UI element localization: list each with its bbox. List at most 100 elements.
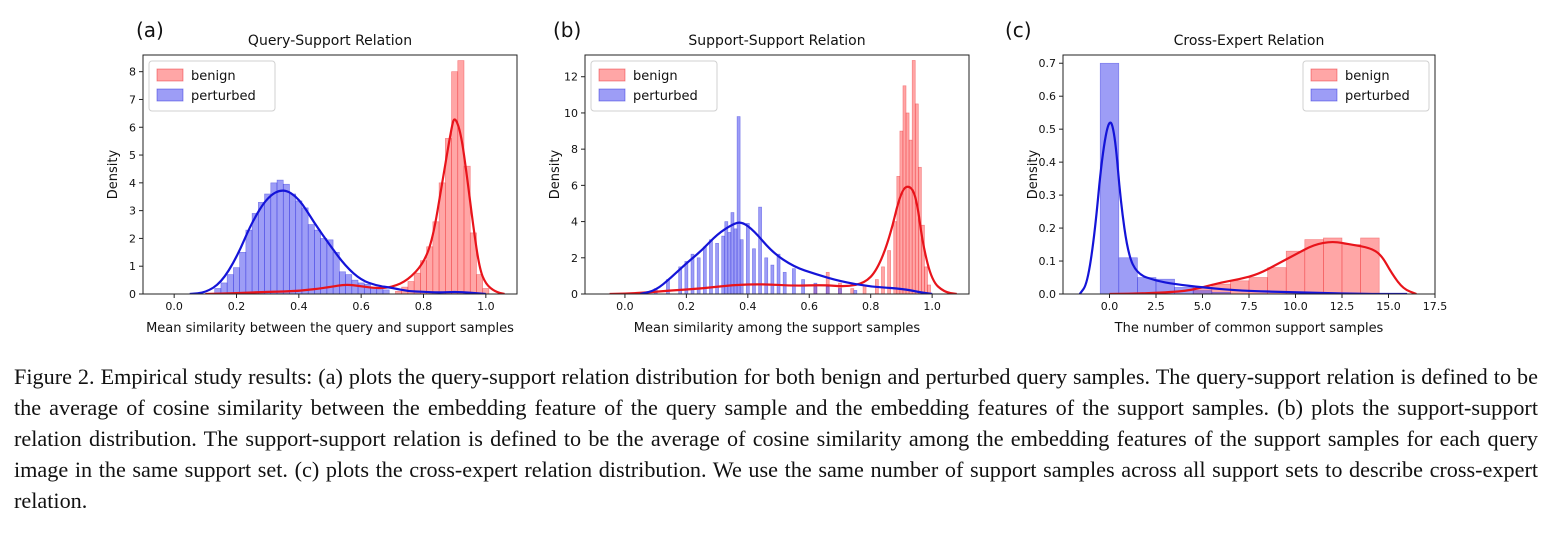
x-tick-label: 2.5 (1147, 300, 1165, 313)
x-tick-label: 7.5 (1240, 300, 1258, 313)
x-tick-label: 0.8 (862, 300, 880, 313)
legend-swatch-benign (1310, 68, 1338, 82)
x-tick-label: 12.5 (1330, 300, 1355, 313)
plot-frame (584, 54, 970, 295)
histogram-bar-perturbed (782, 271, 787, 294)
histogram-bar-perturbed (220, 282, 228, 294)
x-tick-label: 5.0 (1194, 300, 1212, 313)
histogram-bar-benign (1230, 280, 1250, 294)
histogram-bar-perturbed (709, 239, 713, 294)
chart-panel-3: (c) Cross-Expert Relation 0.0 2.5 5.0 7.5 10.0… (1005, 18, 1447, 336)
y-tick-label: 5 (129, 149, 136, 162)
y-tick-label: 0 (129, 288, 136, 301)
x-tick-label: 0.0 (616, 300, 634, 313)
histogram-bar-benign (896, 176, 901, 294)
y-axis-label: Density (548, 149, 563, 199)
histogram-perturbed (214, 179, 390, 294)
histogram-bar-perturbed (301, 207, 309, 294)
histogram-bar-perturbed (332, 252, 340, 294)
y-axis-label: Density (106, 149, 121, 199)
y-tick-label: 8 (571, 143, 578, 156)
histogram-bar-benign (887, 250, 891, 294)
histogram-bar-perturbed (758, 206, 762, 294)
y-tick-label: 4 (571, 216, 578, 229)
y-tick-label: 0.1 (1039, 255, 1057, 268)
x-tick-label: 0.4 (290, 300, 308, 313)
legend: benign perturbed (148, 60, 276, 112)
histogram-perturbed (653, 116, 858, 294)
legend-swatch-perturbed (598, 88, 626, 102)
histogram-bar-perturbed (745, 223, 750, 294)
histogram-bar-benign (457, 60, 465, 294)
x-tick-label: 15.0 (1376, 300, 1401, 313)
y-tick-label: 0.2 (1039, 222, 1057, 235)
y-tick-label: 6 (571, 179, 578, 192)
histogram-bar-benign (850, 288, 855, 294)
legend-swatch-benign (598, 68, 626, 82)
y-tick-label: 0.4 (1039, 156, 1057, 169)
panel-letter: (b) (553, 18, 581, 42)
histogram-bar-benign (893, 221, 898, 294)
panel-letter: (c) (1005, 18, 1032, 42)
y-tick-label: 4 (129, 177, 136, 190)
plot-area (189, 60, 505, 294)
y-tick-label: 0 (571, 288, 578, 301)
kde-line-benign (1109, 240, 1417, 294)
legend-swatch-benign (156, 68, 184, 82)
histogram-bar-perturbed (251, 213, 259, 294)
histogram-bar-perturbed (233, 267, 240, 294)
kde-line-perturbed (1078, 121, 1408, 294)
chart-panel-2: (b) Support-Support Relation 0.0 0.2 0.4 0.6 0… (548, 18, 970, 336)
x-tick-label: 0.6 (352, 300, 370, 313)
histogram-benign (395, 60, 490, 294)
histogram-bar-perturbed (295, 200, 303, 294)
y-tick-label: 0.6 (1039, 90, 1057, 103)
kde-line-benign (205, 118, 505, 294)
histogram-bar-benign (1267, 267, 1287, 294)
y-tick-label: 6 (129, 121, 136, 134)
x-tick-label: 0.2 (678, 300, 696, 313)
histogram-bar-perturbed (276, 179, 284, 294)
x-tick-label: 10.0 (1283, 300, 1308, 313)
histogram-bar-benign (908, 139, 913, 294)
histogram-bar-perturbed (320, 238, 328, 294)
legend-label-benign: benign (633, 69, 678, 84)
y-tick-label: 3 (129, 205, 136, 218)
histogram-bar-perturbed (1192, 290, 1213, 294)
x-axis-label: The number of common support samples (1114, 321, 1384, 336)
histogram-bar-perturbed (792, 268, 796, 294)
legend-label-perturbed: perturbed (633, 89, 698, 104)
x-tick-label: 0.8 (415, 300, 433, 313)
legend: benign perturbed (1302, 60, 1430, 112)
x-tick-label: 0.0 (165, 300, 183, 313)
histogram-bar-perturbed (1099, 62, 1120, 294)
histogram-bar-perturbed (226, 274, 234, 294)
y-axis-label: Density (1026, 149, 1041, 199)
plot-area (609, 60, 957, 294)
histogram-bar-perturbed (825, 286, 830, 294)
histogram-bar-perturbed (801, 279, 805, 294)
x-axis-label: Mean similarity among the support sample… (634, 321, 921, 336)
histogram-benign (1192, 237, 1380, 294)
x-tick-label: 17.5 (1423, 300, 1448, 313)
figure-caption: Figure 2. Empirical study results: (a) p… (14, 364, 1538, 513)
y-tick-label: 12 (564, 71, 578, 84)
y-tick-label: 10 (564, 107, 578, 120)
histogram-bar-perturbed (270, 182, 278, 294)
histogram-benign (813, 60, 931, 294)
y-tick-label: 0.3 (1039, 189, 1057, 202)
histogram-bar-perturbed (282, 183, 290, 294)
chart-title: Cross-Expert Relation (1174, 33, 1325, 49)
y-tick-label: 2 (571, 252, 578, 265)
y-tick-label: 8 (129, 66, 136, 79)
legend-label-benign: benign (191, 69, 236, 84)
histogram-bar-benign (924, 266, 928, 294)
legend-label-benign: benign (1345, 69, 1390, 84)
y-tick-label: 0.5 (1039, 123, 1057, 136)
histogram-bar-perturbed (339, 271, 346, 294)
histogram-bar-perturbed (752, 248, 756, 294)
legend-swatch-perturbed (1310, 88, 1338, 102)
histogram-bar-perturbed (678, 266, 683, 294)
x-tick-label: 0.4 (739, 300, 757, 313)
histogram-bar-perturbed (289, 193, 297, 294)
